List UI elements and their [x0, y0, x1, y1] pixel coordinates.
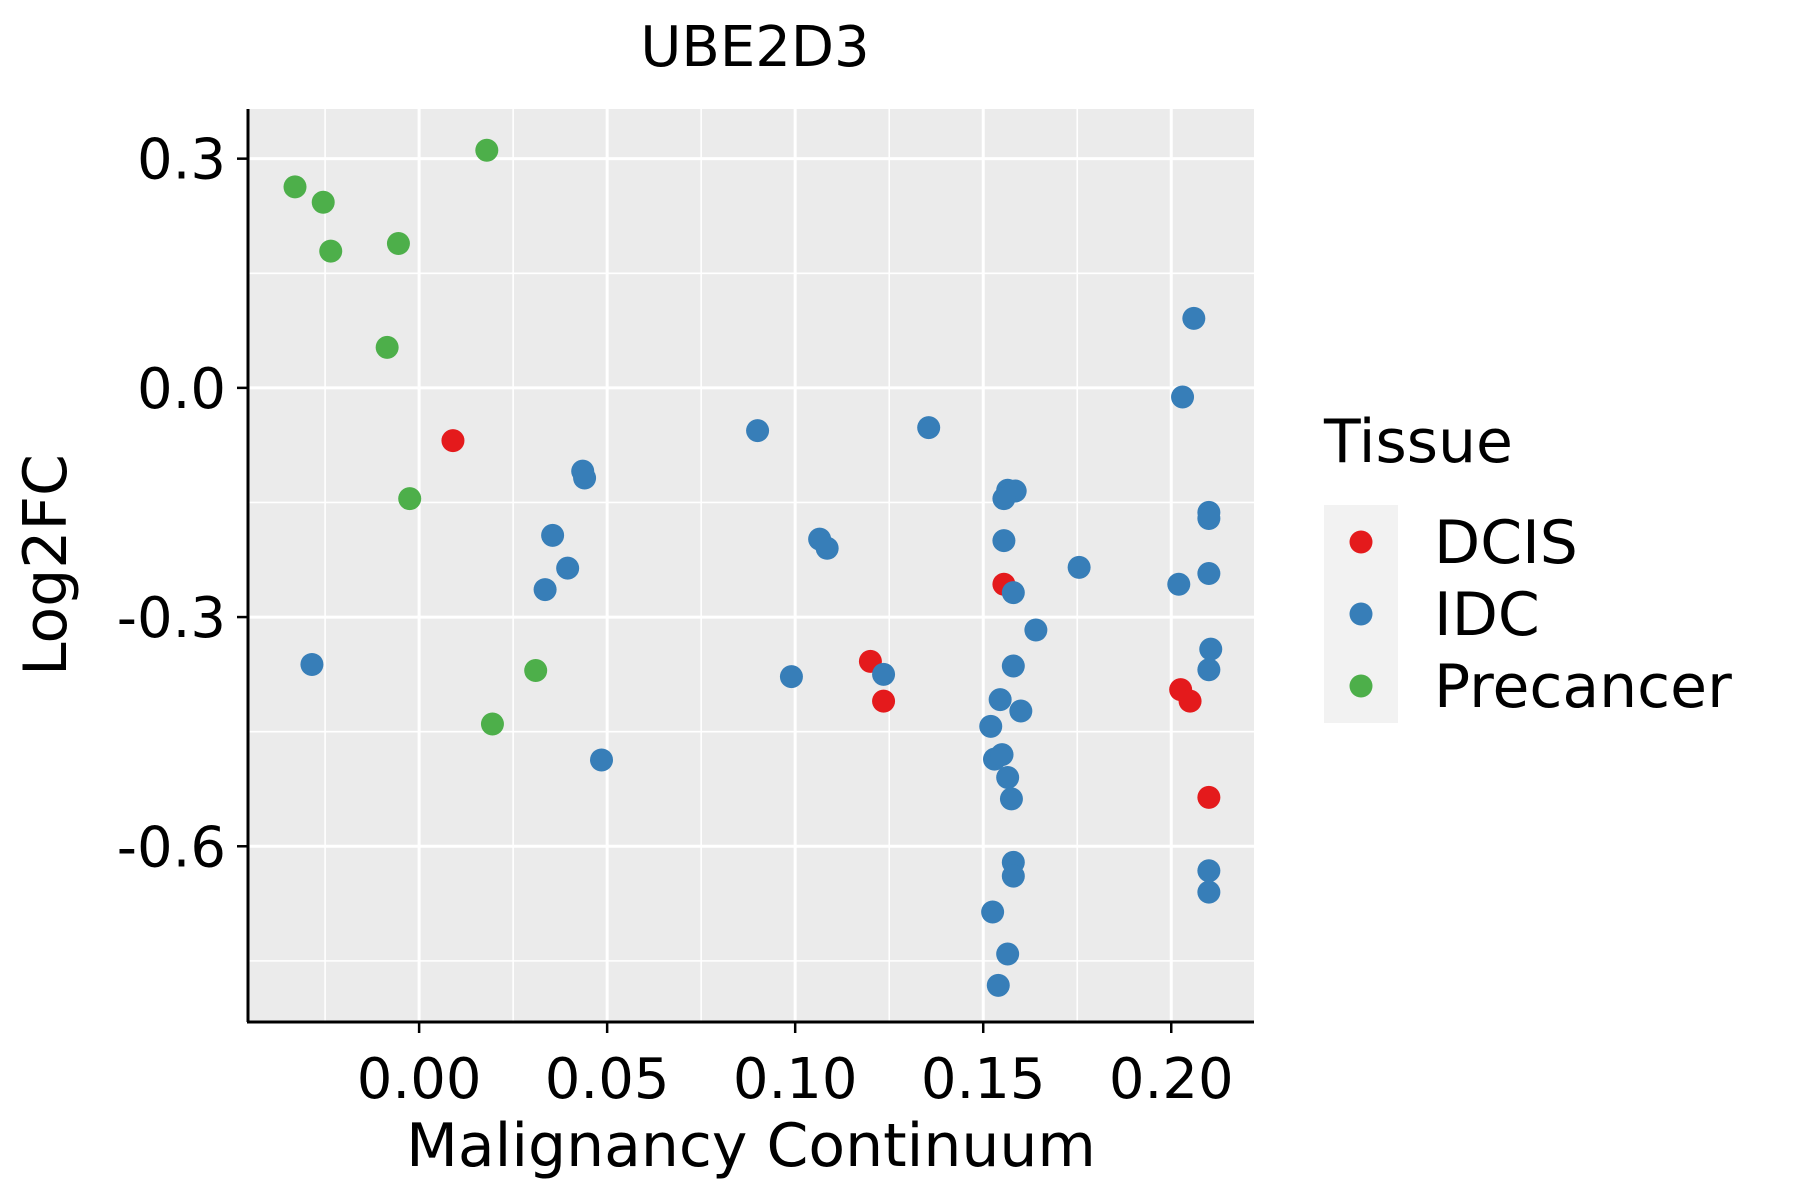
point-idc: [1067, 555, 1091, 579]
point-precancer: [319, 239, 343, 263]
legend-title: Tissue: [1323, 407, 1513, 477]
point-idc: [988, 688, 1012, 712]
point-idc: [1171, 385, 1195, 409]
point-idc: [996, 942, 1020, 966]
point-idc: [999, 787, 1023, 811]
y-axis-ticks: 0.3 0.0 -0.3 -0.6: [117, 128, 248, 880]
legend-label-dcis: DCIS: [1434, 508, 1578, 578]
point-idc: [1009, 699, 1033, 723]
y-tick-label: -0.3: [117, 586, 226, 651]
point-idc: [1197, 562, 1221, 586]
point-precancer: [475, 138, 499, 162]
point-idc: [981, 900, 1005, 924]
legend-key-dcis: [1349, 530, 1373, 554]
point-precancer: [398, 487, 422, 511]
point-idc: [300, 652, 324, 676]
point-precancer: [524, 659, 548, 683]
legend-key-idc: [1349, 602, 1373, 626]
point-idc: [746, 419, 770, 443]
point-idc: [1197, 658, 1221, 682]
point-precancer: [375, 335, 399, 359]
legend-key-precancer: [1349, 674, 1373, 698]
point-precancer: [480, 712, 504, 736]
point-idc: [990, 743, 1014, 767]
point-idc: [1199, 637, 1223, 661]
point-dcis: [1178, 689, 1202, 713]
point-idc: [872, 662, 896, 686]
y-axis-label: Log2FC: [11, 454, 81, 676]
point-idc: [917, 416, 941, 440]
y-tick-label: -0.6: [117, 815, 226, 880]
point-idc: [992, 529, 1016, 553]
x-axis-ticks: 0.00 0.05 0.10 0.15 0.20: [357, 1022, 1234, 1112]
point-idc: [1197, 859, 1221, 883]
x-tick-label: 0.05: [545, 1047, 670, 1112]
data-points: [283, 138, 1223, 997]
y-tick-label: 0.3: [137, 128, 226, 193]
point-idc: [1197, 880, 1221, 904]
point-idc: [1197, 507, 1221, 531]
point-dcis: [872, 689, 896, 713]
y-tick-label: 0.0: [137, 357, 226, 422]
point-idc: [815, 536, 839, 560]
legend-label-idc: IDC: [1434, 580, 1540, 650]
point-precancer: [386, 231, 410, 255]
point-idc: [541, 523, 565, 547]
point-idc: [1167, 572, 1191, 596]
point-precancer: [283, 175, 307, 199]
point-idc: [1001, 654, 1025, 678]
point-dcis: [1197, 785, 1221, 809]
point-idc: [979, 714, 1003, 738]
legend-label-precancer: Precancer: [1434, 652, 1732, 722]
point-idc: [1024, 618, 1048, 642]
point-idc: [996, 766, 1020, 790]
point-dcis: [441, 429, 465, 453]
x-tick-label: 0.15: [921, 1047, 1046, 1112]
point-idc: [556, 556, 580, 580]
point-precancer: [311, 190, 335, 214]
point-idc: [986, 973, 1010, 997]
point-idc: [1182, 306, 1206, 330]
x-axis-label: Malignancy Continuum: [406, 1111, 1096, 1181]
x-tick-label: 0.20: [1109, 1047, 1234, 1112]
point-idc: [779, 665, 803, 689]
chart-title: UBE2D3: [640, 15, 869, 80]
point-idc: [533, 578, 557, 602]
x-tick-label: 0.00: [357, 1047, 482, 1112]
point-idc: [992, 487, 1016, 511]
point-idc: [1001, 581, 1025, 605]
point-idc: [573, 466, 597, 490]
point-idc: [590, 748, 614, 772]
x-tick-label: 0.10: [733, 1047, 858, 1112]
point-idc: [1001, 864, 1025, 888]
